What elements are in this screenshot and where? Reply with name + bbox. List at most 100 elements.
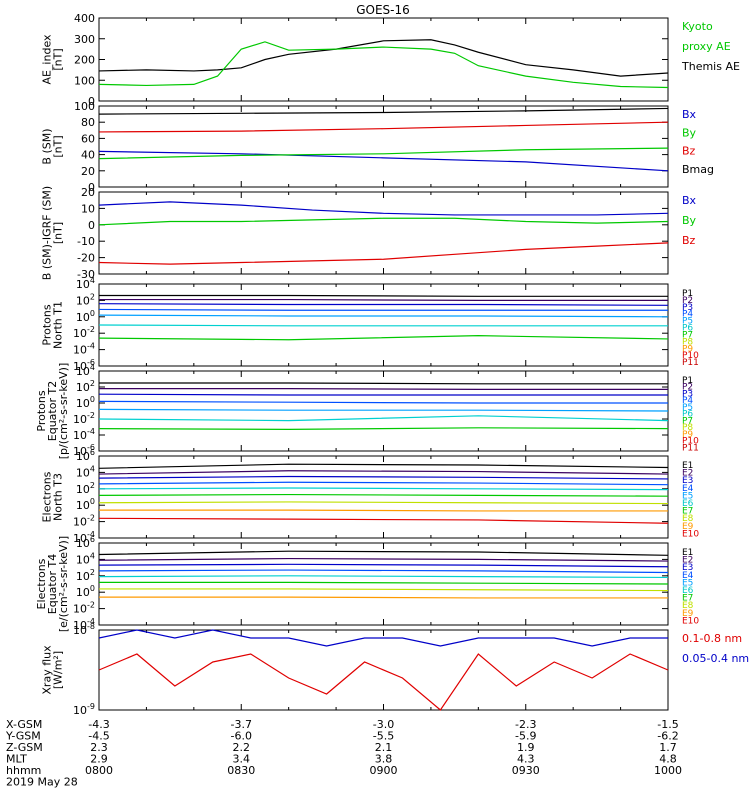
y-tick-exponent: 2 — [90, 292, 95, 301]
y-axis-label: [W/m²] — [52, 651, 65, 689]
legend-entry: E4 — [682, 571, 694, 581]
ephem-value: 1000 — [654, 764, 682, 777]
series-line — [98, 517, 669, 524]
legend-entry: P5 — [682, 317, 693, 327]
legend-entry: E3 — [682, 563, 693, 573]
y-axis-label: North T1 — [52, 301, 65, 349]
y-axis-label: Protons — [35, 390, 48, 431]
ephem-value: -6.2 — [657, 730, 678, 743]
legend-entry: P10 — [682, 351, 699, 361]
panel-bdiff: -30 -20 -10 0 10 20 B (SM)-IGRF (SM)[nT] Bx By Bz — [41, 186, 697, 281]
ephem-value: -4.5 — [88, 730, 109, 743]
y-tick-label: 100 — [74, 100, 95, 113]
y-tick-exponent: -9 — [87, 702, 95, 711]
ephem-value: -6.0 — [231, 730, 252, 743]
legend-entry: P4 — [682, 310, 693, 320]
panel-frame — [98, 191, 669, 275]
series-line — [98, 308, 668, 311]
series-line — [98, 150, 669, 172]
y-tick-label: 40 — [81, 149, 95, 162]
y-tick-label: 80 — [81, 116, 95, 129]
y-tick-exponent: -2 — [87, 411, 95, 420]
series-line — [99, 298, 668, 301]
legend-entry: E9 — [682, 522, 694, 532]
series-line — [98, 569, 669, 574]
y-tick-exponent: -8 — [87, 622, 95, 631]
y-tick-exponent: -2 — [87, 514, 95, 523]
y-tick-exponent: 0 — [90, 395, 95, 404]
ephem-value: 4.3 — [517, 753, 535, 766]
y-tick-label: 0 — [88, 95, 95, 108]
y-tick-label: 104 — [76, 464, 95, 479]
ephem-label: hhmm — [6, 764, 41, 777]
y-tick-label: 300 — [74, 33, 95, 46]
y-axis-label: [nT] — [52, 48, 65, 70]
series-line — [98, 201, 669, 216]
series-line — [98, 415, 669, 422]
y-tick-exponent: -4 — [87, 530, 95, 539]
legend-entry: By — [682, 214, 697, 227]
legend-entry: P11 — [682, 443, 699, 453]
legend-entry: Bmag — [682, 163, 714, 176]
series-line — [98, 121, 669, 133]
panel-xray: 10-9 10-8 Xray flux[W/m²] 0.1-0.8 nm 0.05-0.… — [41, 622, 750, 717]
y-tick-label: 20 — [81, 186, 95, 199]
legend-entry: 0.1-0.8 nm — [682, 632, 742, 645]
y-axis-label: Xray flux — [41, 645, 54, 695]
ephem-value: -5.9 — [515, 730, 536, 743]
y-axis-label: B (SM) — [41, 128, 54, 164]
series-line — [98, 575, 669, 579]
ephem-value: 0800 — [85, 764, 113, 777]
panel-frame — [98, 17, 669, 102]
legend-entry: P9 — [682, 430, 693, 440]
series-line — [98, 242, 669, 265]
series-line — [98, 501, 669, 505]
y-tick-label: 10 — [81, 202, 95, 215]
y-tick-exponent: -6 — [87, 443, 95, 452]
series-line — [98, 393, 668, 396]
series-line — [98, 563, 669, 568]
ephem-value: 2.9 — [90, 753, 108, 766]
legend-entry: Bz — [682, 145, 696, 158]
series-line — [98, 487, 669, 491]
legend-entry: P7 — [682, 416, 693, 426]
panel-ae: 0 100 200 300 400 AE_index[nT] Kyoto proxy AE Th… — [41, 12, 740, 108]
y-tick-exponent: 4 — [90, 276, 95, 285]
y-tick-label: 100 — [76, 584, 95, 599]
y-tick-exponent: -6 — [87, 358, 95, 367]
ephem-value: -2.3 — [515, 718, 536, 731]
panel-frame — [98, 105, 669, 188]
legend-entry: P9 — [682, 344, 693, 354]
ephem-value: -1.5 — [657, 718, 678, 731]
y-axis-label: North T3 — [52, 473, 65, 521]
legend-entry: P6 — [682, 324, 693, 334]
y-tick-label: 102 — [76, 379, 95, 394]
legend-entry: P8 — [682, 423, 693, 433]
y-tick-label: -30 — [77, 268, 95, 281]
ephem-value: 0830 — [227, 764, 255, 777]
legend-entry: E10 — [682, 529, 699, 539]
series-line — [98, 493, 669, 497]
legend-entry: By — [682, 126, 697, 139]
y-tick-exponent: 0 — [90, 584, 95, 593]
ephem-value: 3.4 — [233, 753, 251, 766]
series-line — [98, 314, 669, 318]
legend-entry: Bx — [682, 108, 697, 121]
series-line — [99, 588, 669, 592]
ephem-value: 4.8 — [659, 753, 677, 766]
series-line — [98, 324, 668, 327]
legend-entry: P7 — [682, 330, 693, 340]
y-tick-label: 0 — [88, 181, 95, 194]
legend-entry: E1 — [682, 548, 693, 558]
legend-entry: P10 — [682, 437, 699, 447]
y-tick-label: 10-9 — [73, 702, 95, 717]
y-tick-label: 10-2 — [73, 325, 95, 340]
series-line — [98, 217, 669, 226]
legend-entry: P2 — [682, 296, 693, 306]
y-tick-exponent: 6 — [90, 535, 95, 544]
y-tick-exponent: 2 — [90, 568, 95, 577]
series-line — [98, 427, 669, 431]
series-line — [99, 388, 668, 390]
